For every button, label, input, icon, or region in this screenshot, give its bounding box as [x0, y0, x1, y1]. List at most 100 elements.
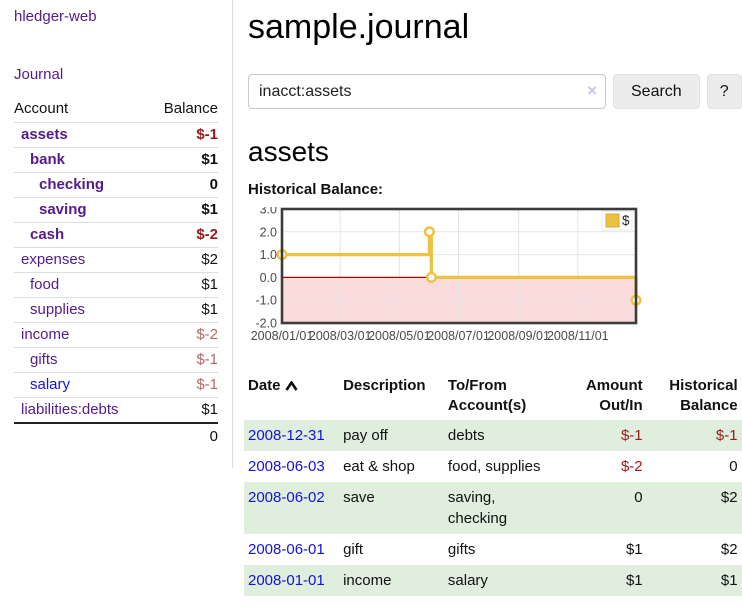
account-row: gifts $-1: [14, 347, 218, 372]
column-header-to-from-account-s-: To/From Account(s): [444, 372, 559, 420]
transaction-accounts: gifts: [444, 534, 559, 565]
transaction-balance: $-1: [647, 420, 742, 451]
transaction-accounts: saving, checking: [444, 482, 559, 534]
account-balance: $2: [201, 250, 218, 270]
accounts-header-account: Account: [14, 100, 68, 117]
main-content: sample.journal × Search ? assets Histori…: [233, 0, 742, 616]
transaction-date-link[interactable]: 2008-12-31: [248, 427, 325, 444]
svg-text:$: $: [622, 213, 630, 228]
account-link[interactable]: saving: [39, 201, 87, 218]
column-header-description: Description: [339, 372, 444, 420]
app-root: hledger-web Journal Account Balance asse…: [0, 0, 742, 616]
account-balance: $1: [201, 400, 218, 420]
transaction-description: save: [339, 482, 444, 534]
account-balance: $1: [201, 275, 218, 295]
sort-asc-icon: [285, 381, 298, 391]
account-link[interactable]: checking: [39, 176, 104, 193]
svg-text:2008/03/01: 2008/03/01: [309, 329, 372, 343]
account-row: bank $1: [14, 147, 218, 172]
account-row: food $1: [14, 272, 218, 297]
account-row: salary $-1: [14, 372, 218, 397]
transaction-amount: $-2: [559, 451, 646, 482]
account-row: assets $-1: [14, 122, 218, 147]
account-row: income $-2: [14, 322, 218, 347]
transaction-balance: $1: [647, 565, 742, 596]
account-balance: $-1: [196, 125, 218, 145]
account-row: expenses $2: [14, 247, 218, 272]
search-input[interactable]: [248, 74, 606, 109]
svg-text:0.0: 0.0: [260, 271, 277, 285]
sidebar: hledger-web Journal Account Balance asse…: [0, 0, 233, 468]
help-button[interactable]: ?: [707, 74, 742, 109]
svg-text:-1.0: -1.0: [255, 294, 277, 308]
transaction-accounts: salary: [444, 565, 559, 596]
account-balance: $-1: [196, 350, 218, 370]
transaction-amount: 0: [559, 482, 646, 534]
historical-balance-chart: $3.02.01.00.0-1.0-2.02008/01/012008/03/0…: [248, 207, 742, 353]
transaction-date-link[interactable]: 2008-06-03: [248, 458, 325, 475]
account-row: saving $1: [14, 197, 218, 222]
column-header-date[interactable]: Date: [244, 372, 339, 420]
transaction-date-link[interactable]: 2008-06-02: [248, 489, 325, 506]
account-row: cash $-2: [14, 222, 218, 247]
transaction-accounts: food, supplies: [444, 451, 559, 482]
transaction-amount: $1: [559, 565, 646, 596]
chart-title: Historical Balance:: [248, 181, 742, 198]
transaction-balance: 0: [647, 451, 742, 482]
account-row: supplies $1: [14, 297, 218, 322]
account-heading: assets: [248, 136, 742, 168]
accounts-header-balance: Balance: [164, 100, 218, 117]
account-link[interactable]: food: [30, 276, 59, 293]
transaction-date-link[interactable]: 2008-06-01: [248, 541, 325, 558]
nav-journal-link[interactable]: Journal: [14, 66, 63, 83]
transactions-table: DateDescriptionTo/From Account(s)Amount …: [244, 372, 742, 596]
app-title-link[interactable]: hledger-web: [14, 8, 97, 25]
accounts-total-row: 0: [14, 422, 218, 450]
column-header-historical-balance: Historical Balance: [647, 372, 742, 420]
transaction-description: gift: [339, 534, 444, 565]
clear-search-icon[interactable]: ×: [587, 81, 597, 101]
transaction-description: eat & shop: [339, 451, 444, 482]
account-balance: $1: [201, 150, 218, 170]
accounts-total-value: 0: [210, 428, 218, 445]
account-link[interactable]: cash: [30, 226, 64, 243]
transaction-row: 2008-06-03 eat & shopfood, supplies$-20: [244, 451, 742, 482]
account-link[interactable]: expenses: [21, 251, 85, 268]
accounts-table-header: Account Balance: [14, 98, 218, 122]
account-link[interactable]: bank: [30, 151, 65, 168]
transaction-row: 2008-06-02savesaving, checking0$2: [244, 482, 742, 534]
account-row: liabilities:debts $1: [14, 397, 218, 422]
transaction-amount: $1: [559, 534, 646, 565]
account-balance: 0: [210, 175, 218, 195]
account-link[interactable]: supplies: [30, 301, 85, 318]
transaction-amount: $-1: [559, 420, 646, 451]
svg-text:2008/09/01: 2008/09/01: [487, 329, 550, 343]
svg-text:2008/05/01: 2008/05/01: [368, 329, 431, 343]
search-button[interactable]: Search: [613, 74, 700, 109]
account-link[interactable]: liabilities:debts: [21, 401, 119, 418]
transaction-date-link[interactable]: 2008-01-01: [248, 572, 325, 589]
transaction-row: 2008-01-01incomesalary$1$1: [244, 565, 742, 596]
account-link[interactable]: income: [21, 326, 69, 343]
search-bar: × Search ?: [248, 74, 742, 109]
column-header-amount-out-in: Amount Out/In: [559, 372, 646, 420]
transaction-balance: $2: [647, 534, 742, 565]
transaction-description: pay off: [339, 420, 444, 451]
svg-text:3.0: 3.0: [260, 207, 277, 217]
svg-text:2.0: 2.0: [260, 225, 277, 239]
account-balance: $-2: [196, 225, 218, 245]
app-title: hledger-web: [14, 8, 218, 25]
transaction-description: income: [339, 565, 444, 596]
accounts-table: Account Balance assets $-1 bank $1 checking 0…: [14, 98, 218, 450]
transaction-row: 2008-06-01 giftgifts$1$2: [244, 534, 742, 565]
account-link[interactable]: gifts: [30, 351, 58, 368]
account-link[interactable]: salary: [30, 376, 70, 393]
page-title: sample.journal: [248, 8, 742, 47]
account-balance: $1: [201, 300, 218, 320]
account-balance: $-1: [196, 375, 218, 395]
account-row: checking 0: [14, 172, 218, 197]
account-link[interactable]: assets: [21, 126, 68, 143]
svg-text:1.0: 1.0: [260, 248, 277, 262]
account-balance: $1: [201, 200, 218, 220]
account-balance: $-2: [196, 325, 218, 345]
